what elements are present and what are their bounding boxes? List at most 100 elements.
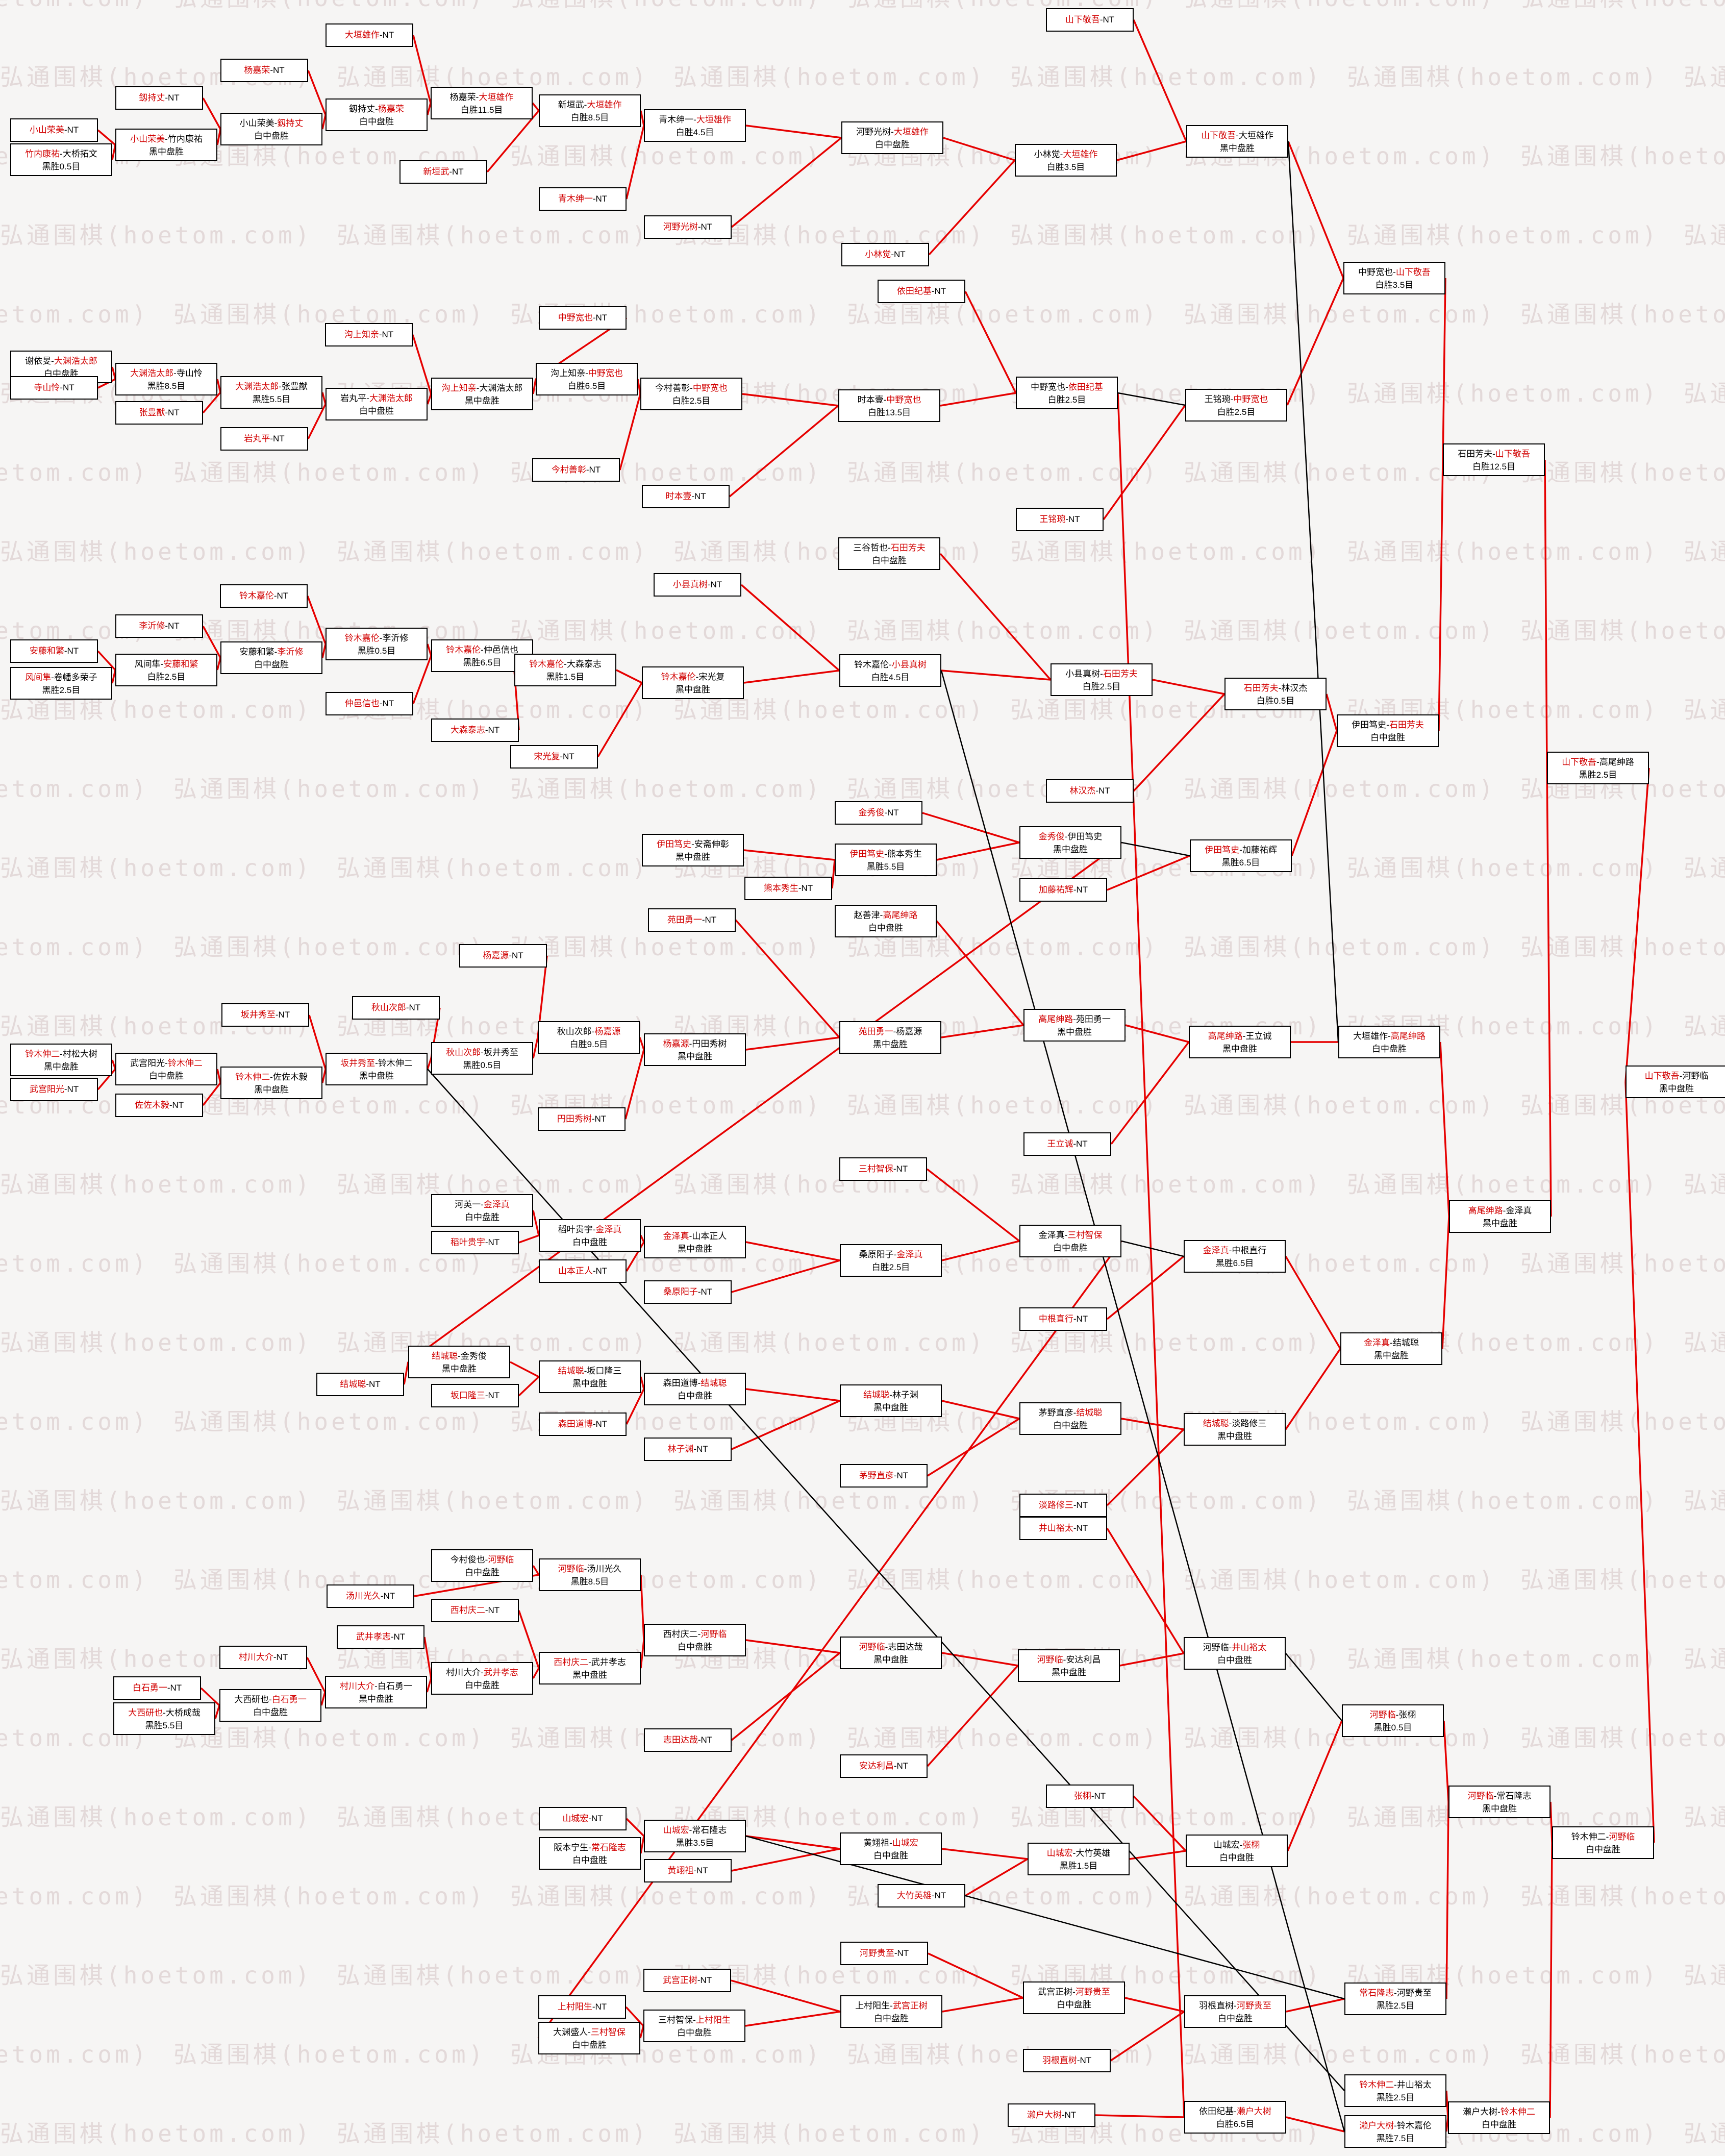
bye-box: 依田纪基-NT <box>878 280 965 303</box>
player-name: 杨嘉源 <box>663 1039 689 1049</box>
player-name: 村松大树 <box>62 1049 97 1059</box>
name-separator: - <box>891 127 894 137</box>
bye-suffix: -NT <box>560 752 574 761</box>
match-players: 铃木伸二-井山裕太 <box>1359 2080 1432 2090</box>
bye-suffix: -NT <box>894 1948 909 1958</box>
match-players: 谢依旻-大渊浩太郎 <box>25 356 97 366</box>
winner-path-line <box>939 553 1052 681</box>
winner-path-line <box>943 137 1015 161</box>
match-box: 河野临-常石隆志 黑中盘胜 <box>1448 1786 1551 1818</box>
match-box: 结城聪-林子渊 黑中盘胜 <box>840 1384 942 1417</box>
player-name: 武井孝志 <box>483 1668 518 1677</box>
match-box: 濑户大树-铃木伸二 白中盘胜 <box>1448 2101 1550 2134</box>
bye-box: 濑户大树-NT <box>1008 2103 1095 2127</box>
watermark-text: 弘通围棋(hoetom.com) <box>1520 1408 1725 1435</box>
player-name: 佐佐木毅 <box>134 1100 169 1110</box>
watermark-text: 弘通围棋(hoetom.com) <box>1684 538 1725 565</box>
player-name: 杨嘉源 <box>483 951 509 960</box>
player-name: 黄翊祖 <box>863 1838 890 1848</box>
name-separator: - <box>476 92 479 102</box>
watermark-text: 弘通围棋(hoetom.com) <box>1010 1329 1323 1356</box>
watermark-text: 弘通围棋(hoetom.com) <box>510 617 823 645</box>
watermark-text: 弘通围棋(hoetom.com) <box>1184 2041 1496 2068</box>
bye-suffix: -NT <box>485 1391 500 1400</box>
player-name: 羽根直树 <box>1042 2055 1077 2065</box>
name-separator: - <box>885 1642 888 1652</box>
player-name: 高尾绅路 <box>1468 1206 1503 1216</box>
match-box: 结城聪-坂口隆三 黑中盘胜 <box>539 1360 641 1393</box>
player-name: 三村智保 <box>658 2015 693 2025</box>
match-box: 中野宽也-依田纪基 白胜2.5目 <box>1016 377 1118 409</box>
match-result: 黑胜2.5目 <box>42 685 81 695</box>
player-name: 安藤和繁 <box>239 647 274 657</box>
bye-box: 坂口隆三-NT <box>431 1384 519 1407</box>
bye-box: 苑田勇一-NT <box>648 908 736 932</box>
watermark-text: 弘通围棋(hoetom.com) <box>510 775 823 803</box>
winner-path-line <box>745 2011 841 2027</box>
winner-path-line <box>936 841 1020 861</box>
match-result: 白中盘胜 <box>465 1212 499 1222</box>
match-players: 小山荣美-竹内康祐 <box>130 134 203 144</box>
watermark-text: 弘通围棋(hoetom.com) <box>0 301 149 328</box>
bye-box: 大森泰志-NT <box>431 718 519 742</box>
watermark-text: 弘通围棋(hoetom.com) <box>1684 1645 1725 1673</box>
match-result: 白中盘胜 <box>677 2028 712 2038</box>
match-players: 赵善津-高尾绅路 <box>854 910 918 920</box>
player-name: 加藤祐辉 <box>1038 885 1073 895</box>
player-name: 大西研也 <box>128 1708 163 1718</box>
player-name: 汤川光久 <box>587 1564 622 1574</box>
match-box: 金泽真-结城聪 黑中盘胜 <box>1340 1332 1442 1365</box>
winner-path-line <box>1546 767 1552 1217</box>
winner-path-line <box>97 129 116 146</box>
player-name: 谢依旻 <box>25 356 52 366</box>
player-name: 上村阳生 <box>855 2001 890 2011</box>
name-separator: - <box>1394 1988 1397 1998</box>
match-players: 石田芳夫-山下敬吾 <box>1458 449 1530 459</box>
player-name: 岩丸平 <box>340 393 367 403</box>
winner-path-line <box>202 97 221 130</box>
winner-path-line <box>412 655 432 704</box>
bye-suffix: -NT <box>1065 514 1080 524</box>
match-box: 金秀俊-伊田笃史 黑中盘胜 <box>1019 826 1121 859</box>
player-name: 羽根直树 <box>1199 2001 1234 2011</box>
player-name: 金泽真 <box>663 1231 689 1241</box>
watermark-text: 弘通围棋(hoetom.com) <box>0 2041 149 2068</box>
winner-path-line <box>1286 2116 1345 2133</box>
match-box: 三谷哲也-石田芳夫 白中盘胜 <box>838 537 940 570</box>
match-box: 今村善彰-中野宽也 白胜2.5目 <box>640 378 742 410</box>
bye-box: 仲邑信也-NT <box>326 692 413 715</box>
winner-path-line <box>742 393 839 407</box>
player-name: 阪本宁生 <box>554 1843 589 1852</box>
player-name: 寺山怜 <box>176 368 203 378</box>
match-box: 杨嘉荣-大垣雄作 白胜11.5目 <box>431 87 533 119</box>
winner-path-line <box>308 1014 327 1070</box>
player-name: 坂井秀至 <box>240 1010 276 1020</box>
bye-box: 中野宽也-NT <box>539 306 627 330</box>
match-box: 青木绅一-大垣雄作 白胜4.5目 <box>644 109 746 142</box>
match-box: 山下敬吾-河野临 黑中盘胜 <box>1626 1065 1725 1098</box>
player-name: 武宫正树 <box>1038 1987 1073 1997</box>
bye-box: 河野贵至-NT <box>840 1942 928 1965</box>
winner-path-line <box>1285 1348 1341 1430</box>
name-separator: - <box>884 849 887 859</box>
match-players: 大渊盛人-三村智保 <box>553 2027 626 2037</box>
player-name: 大渊浩太郎 <box>235 382 279 391</box>
watermark-text: 弘通围棋(hoetom.com) <box>847 1724 1160 1752</box>
bye-suffix: -NT <box>165 621 180 631</box>
watermark-text: 弘通围棋(hoetom.com) <box>337 63 649 91</box>
bye-suffix: -NT <box>592 194 608 204</box>
bye-box: 白石勇一-NT <box>113 1676 201 1700</box>
winner-path-line <box>1121 1418 1184 1430</box>
watermark-text: 弘通围棋(hoetom.com) <box>0 854 313 882</box>
match-players: 羽根直树-河野贵至 <box>1199 2001 1271 2011</box>
watermark-text: 弘通围棋(hoetom.com) <box>1684 1803 1725 1831</box>
winner-path-line <box>743 849 835 861</box>
player-name: 铃木嘉伦 <box>1396 2121 1432 2130</box>
player-name: 大渊浩太郎 <box>369 393 413 403</box>
match-result: 白胜4.5目 <box>676 128 714 137</box>
player-name: 今村善彰 <box>551 465 586 475</box>
player-name: 河英一 <box>455 1200 481 1209</box>
watermark-text: 弘通围棋(hoetom.com) <box>673 63 986 91</box>
match-players: 中野宽也-依田纪基 <box>1031 382 1103 392</box>
bye-box: 今村善彰-NT <box>532 458 620 482</box>
